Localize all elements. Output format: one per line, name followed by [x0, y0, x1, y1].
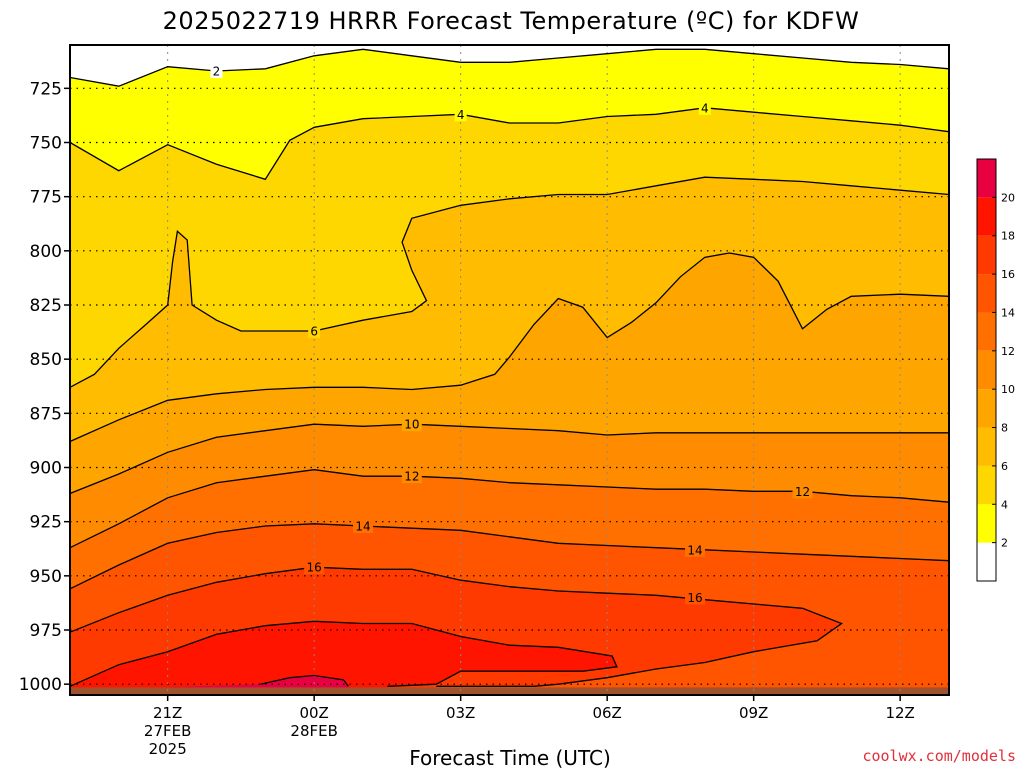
y-tick-label: 975	[30, 621, 62, 641]
colorbar-label: 4	[1001, 498, 1008, 511]
band-above-20	[70, 675, 349, 691]
x-tick-label: 09Z	[739, 704, 768, 722]
colorbar-segment	[977, 427, 996, 466]
colorbar-label: 16	[1001, 268, 1015, 281]
colorbar-segment	[977, 197, 996, 236]
isotherm-label-bg	[401, 469, 422, 484]
y-tick-label: 900	[30, 459, 62, 479]
isotherm-label: 12	[795, 485, 810, 499]
colorbar-label: 6	[1001, 460, 1008, 473]
isotherm-label-layer: 2 4 4 6 10 12 12 14 14 16 16	[210, 64, 813, 605]
isotherm-label: 16	[307, 561, 322, 575]
x-tick-label: 21Z	[153, 704, 182, 722]
isotherm-label-bg	[304, 560, 325, 575]
colorbar-legend: 2 4 6 8 10 12 14 16 18 20	[976, 158, 1015, 582]
colorbar-frame	[976, 158, 997, 582]
colorbar-label: 2	[1001, 537, 1008, 550]
y-axis: 725 750 775 800 825 850 875 900 925 950 975 1000	[19, 79, 70, 695]
colorbar-segment	[977, 350, 996, 390]
isotherm-label-bg	[353, 519, 373, 533]
x-tick-label: 00Z	[299, 704, 328, 722]
site-credit[interactable]: coolwx.com/models	[862, 747, 1016, 765]
isotherm-label-bg	[685, 542, 706, 557]
isotherm-10	[70, 423, 949, 495]
y-tick-label: 925	[30, 513, 62, 533]
colorbar-label: 12	[1001, 345, 1015, 358]
y-tick-label: 800	[30, 242, 62, 262]
colorbar-segment	[977, 274, 996, 313]
isotherm-6	[70, 176, 949, 388]
x-tick-label: 28FEB	[290, 722, 337, 740]
colorbar-label: 8	[1001, 422, 1008, 435]
y-tick-label: 875	[30, 404, 62, 424]
x-tick-label: 06Z	[592, 704, 621, 722]
isotherm-label-bg	[210, 64, 223, 78]
x-tick-label: 03Z	[446, 704, 475, 722]
isotherm-label: 4	[457, 108, 465, 122]
x-tick-label: 12Z	[885, 704, 914, 722]
isotherm-label-bg	[792, 484, 813, 499]
isotherm-20	[260, 674, 349, 687]
chart-title: 2025022719 HRRR Forecast Temperature (ºC…	[163, 7, 860, 35]
band-above-18	[70, 621, 617, 691]
isotherm-label-bg	[308, 324, 321, 338]
isotherm-label-bg	[454, 107, 467, 122]
isotherm-label: 12	[404, 470, 419, 484]
y-tick-label: 775	[30, 188, 62, 208]
colorbar-label: 18	[1001, 230, 1015, 243]
isotherm-4	[70, 107, 949, 181]
y-tick-label: 750	[30, 134, 62, 154]
ground-surface	[70, 687, 949, 695]
isotherm-label: 2	[213, 65, 221, 79]
colorbar-segment	[977, 235, 996, 275]
x-tick-label: 27FEB	[144, 722, 191, 740]
y-tick-label: 850	[30, 350, 62, 370]
isotherm-label: 16	[687, 591, 702, 605]
plot-frame	[69, 44, 950, 696]
colorbar-label: 14	[1001, 306, 1015, 319]
y-tick-label: 950	[30, 567, 62, 587]
colorbar-segment	[977, 312, 996, 351]
colorbar-segment	[977, 542, 996, 581]
colorbar-label: 20	[1001, 191, 1015, 204]
isotherm-label: 6	[310, 325, 318, 339]
isotherm-8	[70, 252, 949, 443]
y-tick-label: 1000	[19, 675, 62, 695]
isotherm-label-bg	[401, 417, 422, 432]
y-tick-label: 725	[30, 79, 62, 99]
isotherm-label-bg	[685, 590, 706, 605]
isotherm-label: 10	[404, 418, 419, 432]
colorbar-segment	[977, 389, 996, 428]
colorbar-segment	[977, 504, 996, 543]
isotherm-14	[70, 523, 949, 590]
isotherm-label: 14	[687, 543, 702, 557]
y-tick-label: 825	[30, 296, 62, 316]
colorbar-label: 10	[1001, 383, 1015, 396]
isotherm-18	[70, 620, 618, 687]
isotherm-label: 14	[355, 520, 370, 534]
isotherm-label-bg	[698, 100, 711, 115]
temperature-fill-layer	[70, 45, 949, 695]
x-tick-label: 2025	[149, 740, 187, 758]
isotherm-label: 4	[701, 101, 709, 115]
x-axis-label: Forecast Time (UTC)	[409, 746, 611, 768]
colorbar-segment	[977, 465, 996, 505]
colorbar-segment	[977, 159, 996, 198]
